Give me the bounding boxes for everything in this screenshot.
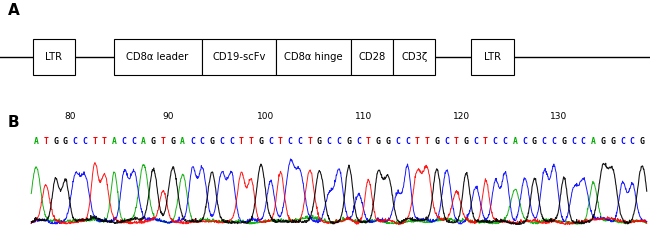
Text: G: G [640,137,644,146]
Text: C: C [405,137,410,146]
Text: C: C [200,137,205,146]
Text: 100: 100 [257,112,274,121]
Text: T: T [248,137,254,146]
Text: 90: 90 [162,112,174,121]
Text: G: G [346,137,351,146]
Bar [276,39,351,75]
Text: A: A [591,137,595,146]
Text: 110: 110 [355,112,372,121]
Text: C: C [356,137,361,146]
Text: C: C [395,137,400,146]
Text: G: G [258,137,263,146]
Text: C: C [190,137,195,146]
Text: C: C [522,137,527,146]
Text: A: A [512,137,517,146]
Text: C: C [298,137,302,146]
Text: CD3ζ: CD3ζ [401,52,428,62]
Text: 130: 130 [550,112,567,121]
Text: A: A [141,137,146,146]
Text: B: B [8,115,20,130]
Text: LTR: LTR [484,52,501,62]
Text: C: C [219,137,224,146]
Text: G: G [532,137,537,146]
Text: C: C [122,137,127,146]
Bar [114,39,202,75]
Text: T: T [161,137,166,146]
Text: A: A [180,137,185,146]
Text: T: T [278,137,283,146]
Bar [393,39,436,75]
Text: C: C [551,137,556,146]
Bar [32,39,75,75]
Text: C: C [229,137,234,146]
Text: G: G [610,137,615,146]
Text: CD19-scFv: CD19-scFv [212,52,266,62]
Text: G: G [434,137,439,146]
Text: 120: 120 [452,112,470,121]
Text: C: C [502,137,508,146]
Bar [351,39,393,75]
Text: T: T [44,137,48,146]
Text: G: G [561,137,566,146]
Text: T: T [454,137,459,146]
Text: C: C [268,137,273,146]
Text: G: G [385,137,390,146]
Text: C: C [630,137,634,146]
Text: C: C [83,137,87,146]
Text: C: C [493,137,498,146]
Bar [202,39,276,75]
Text: A: A [112,137,117,146]
Text: T: T [415,137,420,146]
Text: G: G [209,137,215,146]
Text: T: T [307,137,312,146]
Text: C: C [473,137,478,146]
Text: T: T [92,137,97,146]
Text: C: C [571,137,576,146]
Text: G: G [53,137,58,146]
Text: LTR: LTR [45,52,62,62]
Text: C: C [620,137,625,146]
Text: G: G [151,137,156,146]
Text: T: T [483,137,488,146]
Text: G: G [601,137,605,146]
Text: A: A [8,3,20,18]
Text: T: T [239,137,244,146]
Text: CD28: CD28 [359,52,385,62]
Text: C: C [131,137,136,146]
Text: CD8α hinge: CD8α hinge [284,52,343,62]
Text: C: C [541,137,547,146]
Text: C: C [581,137,586,146]
Text: G: G [63,137,68,146]
Text: 80: 80 [64,112,76,121]
Text: G: G [376,137,380,146]
Text: T: T [424,137,430,146]
Text: C: C [327,137,332,146]
Text: C: C [73,137,77,146]
Text: T: T [366,137,370,146]
Text: CD8α leader: CD8α leader [127,52,188,62]
Bar [471,39,514,75]
Text: G: G [170,137,176,146]
Text: C: C [288,137,292,146]
Text: G: G [463,137,469,146]
Text: G: G [317,137,322,146]
Text: C: C [444,137,449,146]
Text: A: A [34,137,38,146]
Text: T: T [102,137,107,146]
Text: C: C [337,137,341,146]
